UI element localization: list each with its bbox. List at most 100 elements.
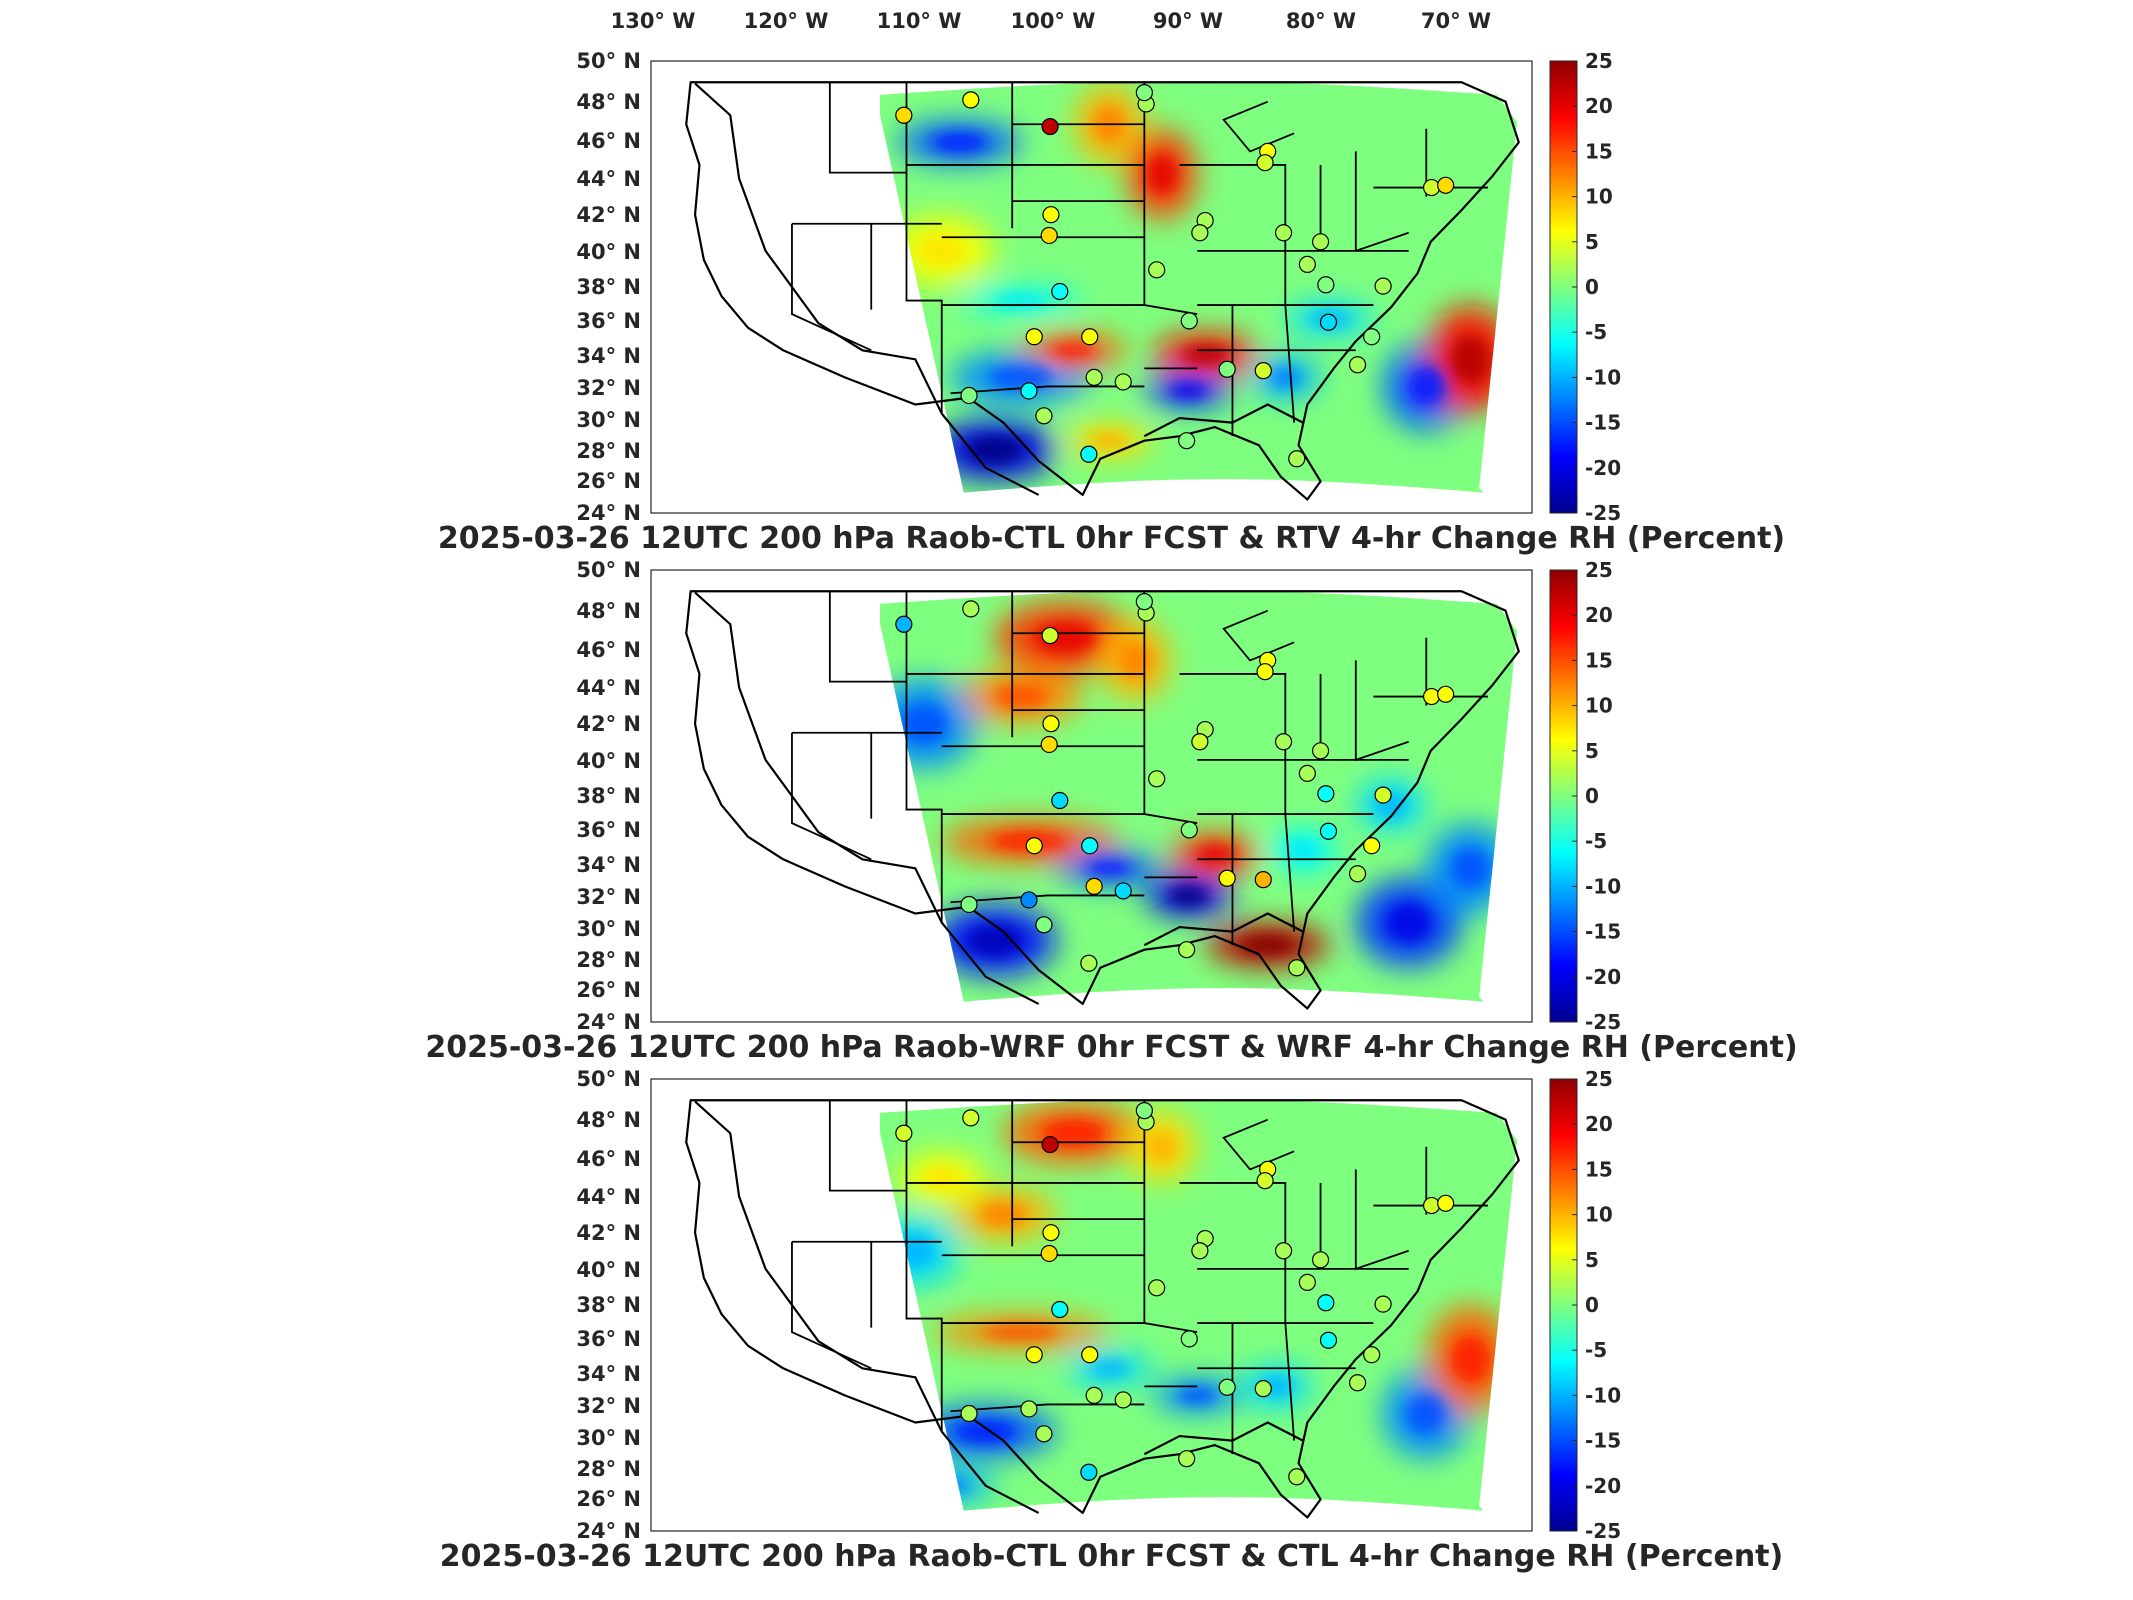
state-boundary <box>1179 164 1287 306</box>
lat-label: 38° N <box>576 1293 641 1317</box>
lat-label: 44° N <box>576 167 641 191</box>
station-marker <box>1025 837 1043 855</box>
rh-anomaly-core <box>1450 847 1491 889</box>
station-marker <box>960 895 978 914</box>
station-marker <box>895 106 913 124</box>
rh-anomaly-core <box>1406 1393 1447 1434</box>
state-boundary <box>828 591 907 683</box>
station-marker <box>1317 276 1335 294</box>
lat-label: 48° N <box>576 90 641 114</box>
colorbar-tick-label: 15 <box>1585 139 1613 163</box>
colorbar-tick-label: -5 <box>1585 320 1607 344</box>
lat-label: 36° N <box>576 309 641 333</box>
station-marker <box>1218 869 1236 887</box>
coastline <box>694 82 943 415</box>
station-marker <box>1363 328 1381 346</box>
station-marker <box>1025 328 1043 346</box>
lat-label: 48° N <box>576 1108 641 1132</box>
coastline <box>940 412 1040 496</box>
station-marker <box>962 600 980 618</box>
lat-label: 50° N <box>576 558 641 582</box>
station-marker <box>1298 255 1316 273</box>
station-marker <box>1148 261 1166 279</box>
station-marker <box>1020 891 1038 909</box>
station-marker <box>1040 1244 1058 1263</box>
station-marker <box>1081 837 1099 855</box>
rh-anomaly-core <box>917 234 966 268</box>
station-marker <box>1114 1391 1132 1409</box>
state-boundary <box>1284 1323 1296 1441</box>
state-boundary <box>828 82 907 174</box>
panel-title: 2025-03-26 12UTC 200 hPa Raob-WRF 0hr FC… <box>425 1030 1797 1065</box>
colorbar-tick-label: -5 <box>1585 1338 1607 1362</box>
station-marker <box>1040 226 1058 245</box>
rh-anomaly-core <box>1239 934 1296 956</box>
state-boundary <box>1354 151 1409 253</box>
country-outline <box>685 590 1520 1010</box>
station-marker <box>1148 770 1166 788</box>
station-marker <box>1051 791 1069 810</box>
station-marker <box>1114 882 1132 900</box>
colorbar-tick-label: 20 <box>1585 1112 1613 1136</box>
colorbar-tick-label: 20 <box>1585 603 1613 627</box>
coastline <box>1143 912 1304 947</box>
station-marker <box>1298 764 1316 783</box>
station-marker <box>1135 593 1153 611</box>
colorbar-tick-label: -10 <box>1585 1383 1621 1407</box>
state-boundary <box>905 1100 943 1432</box>
station-marker <box>1374 1295 1392 1313</box>
rh-anomaly-core <box>954 1419 1018 1444</box>
map-panels: 50° N 48° N 46° N 44° N 42° N 40° N 38° N 36° N… <box>425 49 1797 1574</box>
state-boundary <box>905 591 943 923</box>
station-marker <box>1040 735 1058 754</box>
lon-label: 120° W <box>744 9 829 33</box>
rh-anomaly-core <box>1406 366 1447 407</box>
station-marker <box>1035 1425 1053 1443</box>
lat-label: 32° N <box>576 376 641 400</box>
station-marker <box>1081 1346 1099 1364</box>
station-marker <box>1080 1463 1098 1481</box>
lat-label: 32° N <box>576 1394 641 1418</box>
lat-label: 42° N <box>576 1221 641 1245</box>
colorbar-tick-label: -20 <box>1585 965 1621 989</box>
rh-anomaly-core <box>993 294 1049 307</box>
rh-anomaly-core <box>1050 342 1098 359</box>
lat-label: 32° N <box>576 885 641 909</box>
station-marker <box>1274 1242 1293 1260</box>
station-marker <box>1035 916 1053 934</box>
rh-anomaly-core <box>1287 840 1319 861</box>
map-panel: 50° N 48° N 46° N 44° N 42° N 40° N 38° N 36° N… <box>440 1067 1783 1574</box>
rh-anomaly-core <box>1177 1387 1218 1404</box>
station-marker <box>1035 407 1053 425</box>
station-marker <box>1254 871 1272 889</box>
colorbar-tick-label: -15 <box>1585 411 1621 435</box>
station-marker <box>960 386 978 405</box>
station-marker <box>1051 282 1069 301</box>
lon-label: 70° W <box>1421 9 1491 33</box>
station-marker <box>1080 445 1098 463</box>
state-boundary <box>1179 673 1287 815</box>
panel-title: 2025-03-26 12UTC 200 hPa Raob-CTL 0hr FC… <box>438 521 1785 556</box>
lat-label: 44° N <box>576 1185 641 1209</box>
state-boundary <box>1222 1118 1295 1171</box>
state-boundary <box>1222 609 1295 662</box>
station-marker <box>1422 687 1441 706</box>
map-panel: 50° N 48° N 46° N 44° N 42° N 40° N 38° N 36° N… <box>438 49 1785 556</box>
station-marker <box>1437 176 1455 194</box>
rh-anomaly-core <box>1195 844 1235 865</box>
station-marker <box>1180 821 1198 839</box>
colorbar-tick-label: -25 <box>1585 501 1621 525</box>
station-marker <box>1363 1346 1381 1364</box>
state-boundary <box>1179 1182 1287 1324</box>
coastline <box>940 921 1040 1005</box>
lat-label: 34° N <box>576 1362 641 1386</box>
lat-label: 34° N <box>576 344 641 368</box>
station-marker <box>1317 785 1335 803</box>
rh-anomaly-core <box>989 365 1053 390</box>
state-boundary <box>1011 82 1145 166</box>
rh-anomaly-core <box>1168 382 1209 400</box>
colorbar-tick-label: 0 <box>1585 275 1599 299</box>
rh-anomaly-core <box>1089 1360 1129 1377</box>
lat-label: 44° N <box>576 676 641 700</box>
rh-anomaly-core <box>1450 1334 1491 1384</box>
